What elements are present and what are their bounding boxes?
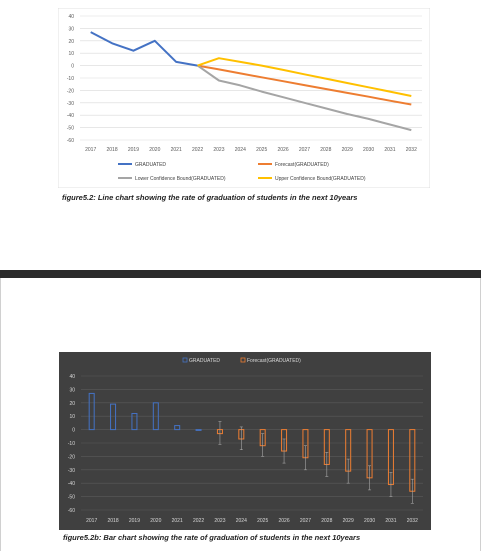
legend-swatch xyxy=(182,357,188,363)
bar-0 xyxy=(195,429,202,431)
figure-caption-line-chart: figure5.2: Line chart showing the rate o… xyxy=(62,193,358,202)
y-tick-label: -40 xyxy=(68,481,75,487)
x-tick-label: 2031 xyxy=(384,147,395,153)
x-tick-label: 2025 xyxy=(257,518,268,524)
legend-label: Upper Confidence Bound(GRADUATED) xyxy=(275,176,366,182)
x-tick-label: 2020 xyxy=(149,147,160,153)
y-tick-label: -50 xyxy=(68,495,75,501)
x-tick-label: 2023 xyxy=(213,147,224,153)
bar-chart: 40 30 20 10 0 -10 -20 -30 -40 -50 -60 2017 2018 2019 2… xyxy=(59,352,431,530)
y-tick-label: -20 xyxy=(67,88,74,94)
y-tick-label: -20 xyxy=(68,454,75,460)
chart-area xyxy=(58,8,430,188)
x-tick-label: 2027 xyxy=(300,518,311,524)
x-tick-label: 2024 xyxy=(236,518,247,524)
series-line-0 xyxy=(90,31,198,67)
bar-0 xyxy=(110,403,117,431)
x-tick-label: 2019 xyxy=(128,147,139,153)
x-tick-label: 2018 xyxy=(107,147,118,153)
figure-caption-bar-chart: figure5.2b: Bar chart showing the rate o… xyxy=(63,533,361,542)
x-tick-label: 2019 xyxy=(129,518,140,524)
x-tick-label: 2017 xyxy=(85,147,96,153)
x-tick-label: 2032 xyxy=(407,518,418,524)
x-tick-label: 2023 xyxy=(214,518,225,524)
legend-label: Lower Confidence Bound(GRADUATED) xyxy=(135,176,226,182)
legend-label: Forecast(GRADUATED) xyxy=(247,358,301,364)
y-tick-label: 0 xyxy=(72,428,75,434)
legend-label: GRADUATED xyxy=(135,162,166,168)
y-tick-label: 40 xyxy=(69,374,75,380)
x-tick-label: 2026 xyxy=(279,518,290,524)
y-tick-label: -50 xyxy=(67,126,74,132)
y-tick-label: 10 xyxy=(68,51,74,57)
x-tick-label: 2030 xyxy=(363,147,374,153)
x-tick-label: 2029 xyxy=(342,147,353,153)
series-line-2 xyxy=(197,64,412,132)
y-tick-label: 20 xyxy=(69,401,75,407)
x-tick-label: 2028 xyxy=(320,147,331,153)
x-tick-label: 2020 xyxy=(150,518,161,524)
legend-label: Forecast(GRADUATED) xyxy=(275,162,329,168)
x-tick-label: 2021 xyxy=(171,147,182,153)
y-tick-label: 0 xyxy=(71,64,74,70)
chart-area xyxy=(59,352,431,530)
y-tick-label: -60 xyxy=(67,138,74,144)
y-tick-label: 10 xyxy=(69,414,75,420)
x-tick-label: 2028 xyxy=(321,518,332,524)
x-tick-label: 2018 xyxy=(108,518,119,524)
bar-0 xyxy=(88,392,95,431)
y-tick-label: -10 xyxy=(68,441,75,447)
series-line-1 xyxy=(197,64,412,106)
x-tick-label: 2029 xyxy=(343,518,354,524)
y-tick-label: 20 xyxy=(68,39,74,45)
x-tick-label: 2031 xyxy=(385,518,396,524)
y-tick-label: -60 xyxy=(68,508,75,514)
x-tick-label: 2021 xyxy=(172,518,183,524)
document-page-1: 40 30 20 10 0 -10 -20 -30 -40 -50 -60 2017 2018 2019 2… xyxy=(0,0,481,270)
y-tick-label: -40 xyxy=(67,113,74,119)
x-tick-label: 2022 xyxy=(192,147,203,153)
y-tick-label: -30 xyxy=(68,468,75,474)
y-tick-label: -10 xyxy=(67,76,74,82)
bar-0 xyxy=(131,413,138,431)
x-tick-label: 2017 xyxy=(86,518,97,524)
y-tick-label: 30 xyxy=(68,26,74,32)
x-tick-label: 2032 xyxy=(406,147,417,153)
legend-swatch xyxy=(240,357,246,363)
x-tick-label: 2026 xyxy=(278,147,289,153)
x-tick-label: 2024 xyxy=(235,147,246,153)
page-separator xyxy=(0,270,481,278)
bar-0 xyxy=(174,425,181,431)
y-tick-label: -30 xyxy=(67,101,74,107)
y-tick-label: 40 xyxy=(68,14,74,20)
x-tick-label: 2025 xyxy=(256,147,267,153)
x-tick-label: 2027 xyxy=(299,147,310,153)
line-chart: 40 30 20 10 0 -10 -20 -30 -40 -50 -60 2017 2018 2019 2… xyxy=(58,8,430,188)
series-line-3 xyxy=(197,57,412,97)
bar-0 xyxy=(152,402,159,431)
x-tick-label: 2030 xyxy=(364,518,375,524)
y-tick-label: 30 xyxy=(69,387,75,393)
legend-label: GRADUATED xyxy=(189,358,220,364)
document-page-2: 40 30 20 10 0 -10 -20 -30 -40 -50 -60 2017 2018 2019 2… xyxy=(0,278,481,551)
x-tick-label: 2022 xyxy=(193,518,204,524)
